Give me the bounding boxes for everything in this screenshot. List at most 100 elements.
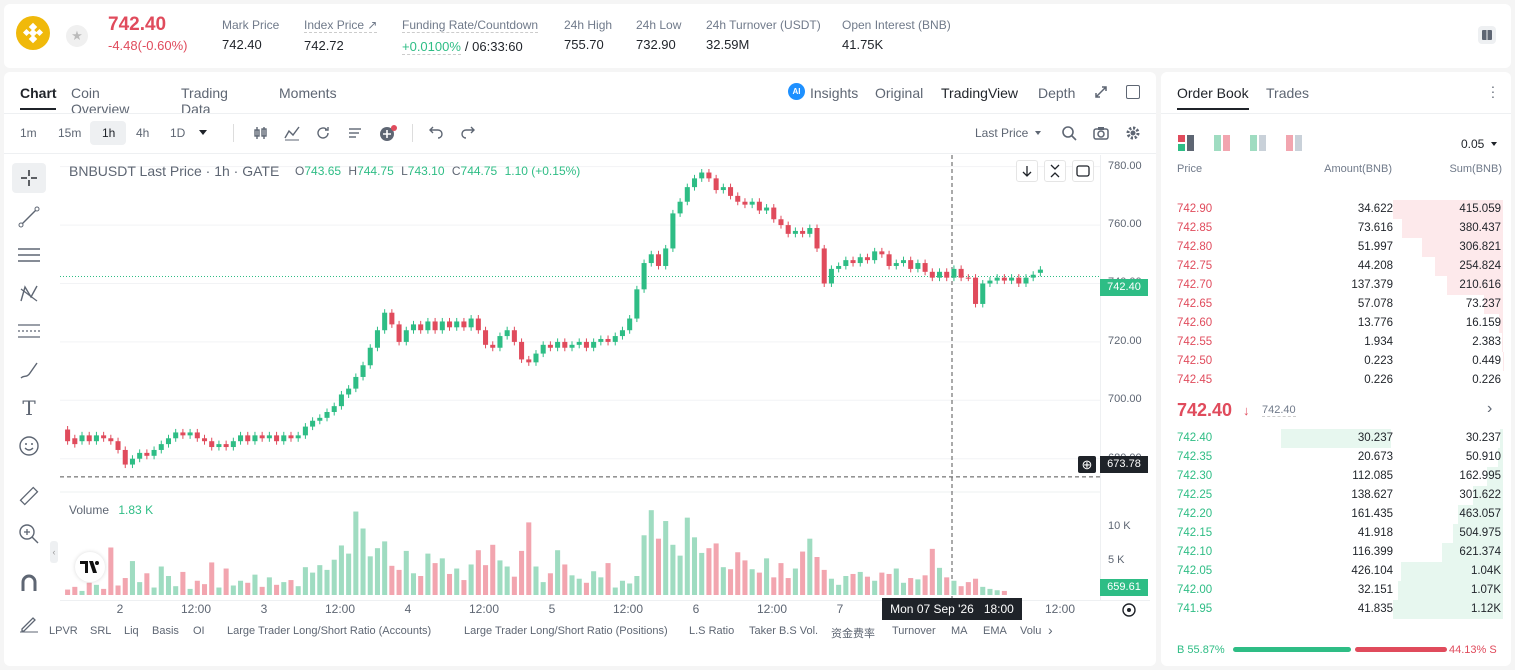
ask-row[interactable]: 742.85 73.616 380.437 [1177,219,1503,238]
chevron-down-icon[interactable] [1035,131,1041,135]
indicator-large-trader-positions[interactable]: Large Trader Long/Short Ratio (Positions… [464,625,668,637]
indicator-taker-bs-vol[interactable]: Taker B.S Vol. [749,625,819,637]
more-options-icon[interactable]: · · · [1490,78,1496,104]
magnet-tool-icon[interactable] [12,569,46,599]
ask-row[interactable]: 742.55 1.934 2.383 [1177,333,1503,352]
ask-row[interactable]: 742.75 44.208 254.824 [1177,257,1503,276]
indicator-large-trader-accounts[interactable]: Large Trader Long/Short Ratio (Accounts) [227,625,432,637]
pencil-lock-tool-icon[interactable] [12,607,46,637]
favorite-star-icon[interactable]: ★ [66,25,88,47]
book-icon[interactable] [1478,26,1496,44]
bid-row[interactable]: 742.35 20.673 50.910 [1177,448,1503,467]
bid-row[interactable]: 742.10 116.399 621.374 [1177,543,1503,562]
bid-row[interactable]: 742.05 426.104 1.04K [1177,562,1503,581]
indicator-ls-ratio[interactable]: L.S Ratio [689,625,735,637]
horizontal-lines-tool-icon[interactable] [12,241,46,271]
candlestick-chart[interactable] [60,155,1100,600]
interval-4h[interactable]: 4h [136,126,150,140]
precision-select[interactable]: 0.05 [1461,137,1485,151]
ask-row[interactable]: 742.70 137.379 210.616 [1177,276,1503,295]
crosshair-tool-icon[interactable] [12,163,46,193]
bid-row[interactable]: 742.00 32.151 1.07K [1177,581,1503,600]
stat-index-price[interactable]: Index Price ↗ 742.72 [304,18,378,53]
interval-1h[interactable]: 1h [102,126,116,140]
bid-row[interactable]: 742.15 41.918 504.975 [1177,524,1503,543]
window-icon[interactable] [1126,85,1140,99]
add-alert-icon[interactable]: ⊕ [1078,456,1096,473]
chart-canvas[interactable] [60,155,1100,600]
camera-icon[interactable] [1093,125,1109,141]
chevron-right-icon[interactable]: › [1048,622,1053,638]
indicator-turnover[interactable]: Turnover [892,625,936,637]
trend-line-tool-icon[interactable] [12,202,46,232]
emoji-tool-icon[interactable] [12,431,46,461]
expand-icon[interactable] [1093,84,1109,100]
chevron-down-icon[interactable] [199,130,207,135]
search-icon[interactable] [1061,125,1077,141]
price-type-select[interactable]: Last Price [975,126,1029,140]
fit-screen-icon[interactable] [1072,160,1094,182]
tradingview-logo-icon[interactable] [75,552,105,582]
ask-row[interactable]: 742.60 13.776 16.159 [1177,314,1503,333]
redo-icon[interactable] [459,124,477,142]
indicators-icon[interactable] [283,124,301,142]
ruler-tool-icon[interactable] [12,481,46,511]
ask-row[interactable]: 742.80 51.997 306.821 [1177,238,1503,257]
ask-row[interactable]: 742.65 57.078 73.237 [1177,295,1503,314]
undo-icon[interactable] [427,124,445,142]
candle [65,429,71,442]
brush-tool-icon[interactable] [12,355,46,385]
ask-row[interactable]: 742.45 0.226 0.226 [1177,371,1503,390]
zoom-in-tool-icon[interactable] [12,519,46,549]
tab-insights[interactable]: Insights [810,85,859,101]
templates-icon[interactable] [346,124,364,142]
add-indicator-icon[interactable] [379,124,397,142]
bid-row[interactable]: 742.25 138.627 301.622 [1177,486,1503,505]
time-axis[interactable]: 2 12:00 3 12:00 4 12:00 5 12:00 6 12:00 7 12:00 [60,602,1100,618]
gear-icon[interactable] [1125,125,1141,141]
indicator-liq[interactable]: Liq [124,625,139,637]
bid-row[interactable]: 741.95 41.835 1.12K [1177,600,1503,619]
view-bids-icon[interactable] [1250,135,1266,151]
ask-row[interactable]: 742.50 0.223 0.449 [1177,352,1503,371]
indicator-funding-rate[interactable]: 资金费率 [831,627,875,640]
chevron-down-icon[interactable] [1491,142,1497,146]
collapse-icon[interactable] [1044,160,1066,182]
pattern-tool-icon[interactable] [12,279,46,309]
indicator-oi[interactable]: OI [193,625,205,637]
indicator-ma[interactable]: MA [951,625,968,637]
text-tool-icon[interactable]: T [22,396,36,420]
fibonacci-tool-icon[interactable] [12,317,46,347]
interval-1m[interactable]: 1m [20,126,37,140]
tab-original[interactable]: Original [875,85,924,101]
candle-type-icon[interactable] [252,124,270,142]
ask-row[interactable]: 742.90 34.622 415.059 [1177,200,1503,219]
refresh-icon[interactable] [314,124,332,142]
view-asks-icon[interactable] [1286,135,1302,151]
bid-row[interactable]: 742.30 112.085 162.995 [1177,467,1503,486]
candle [79,435,85,442]
tab-order-book[interactable]: Order Book [1177,85,1249,101]
tab-tradingview[interactable]: TradingView [941,85,1019,101]
interval-1d[interactable]: 1D [170,126,186,140]
indicator-srl[interactable]: SRL [90,625,112,637]
tab-moments[interactable]: Moments [279,85,337,101]
tab-chart[interactable]: Chart [20,85,57,101]
indicator-ema[interactable]: EMA [983,625,1007,637]
indicator-lpvr[interactable]: LPVR [49,625,78,637]
chevron-right-icon[interactable]: › [1487,400,1493,417]
scroll-down-icon[interactable] [1016,160,1038,182]
bid-row[interactable]: 742.40 30.237 30.237 [1177,429,1503,448]
indicator-volume[interactable]: Volu [1020,625,1042,637]
indicator-basis[interactable]: Basis [152,625,179,637]
chart-settings-icon[interactable] [1120,601,1138,619]
tab-depth[interactable]: Depth [1038,85,1076,101]
interval-15m[interactable]: 15m [58,126,82,140]
view-split-icon[interactable] [1214,135,1230,151]
view-both-icon[interactable] [1178,135,1194,151]
bid-row[interactable]: 742.20 161.435 463.057 [1177,505,1503,524]
ohlc-o-label: O [295,164,305,178]
collapse-toolbar-icon[interactable]: ‹ [50,541,58,563]
tab-trades[interactable]: Trades [1266,85,1310,101]
